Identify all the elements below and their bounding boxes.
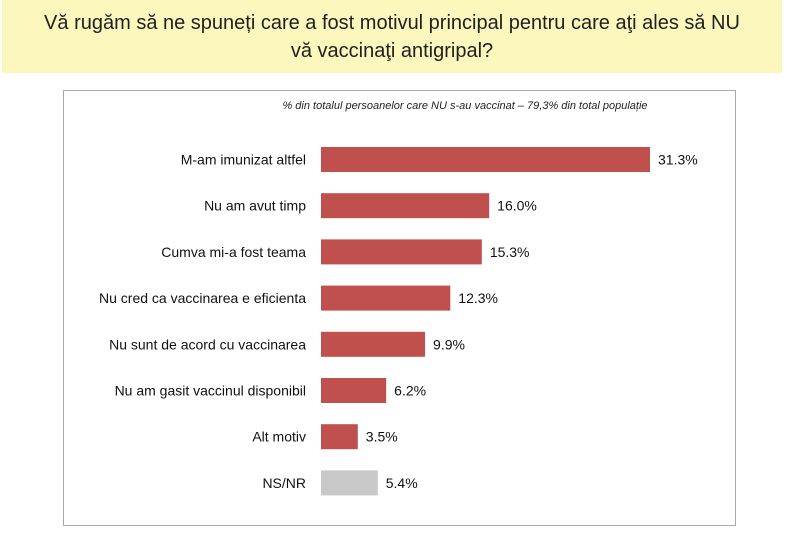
value-label-nu-sunt-de-acord-cu-vaccinarea: 9.9% xyxy=(433,336,465,352)
category-label-nu-cred-ca-vaccinarea-e-eficienta: Nu cred ca vaccinarea e eficienta xyxy=(99,290,306,306)
bar-nu-am-avut-timp xyxy=(321,193,490,219)
value-label-alt-motiv: 3.5% xyxy=(366,429,398,445)
bar-cumva-mi-a-fost-teama xyxy=(321,239,482,265)
chart-subtitle: % din totalul persoanelor care NU s-au v… xyxy=(282,100,648,112)
bar-nu-cred-ca-vaccinarea-e-eficienta xyxy=(321,285,451,311)
category-label-nu-am-avut-timp: Nu am avut timp xyxy=(204,198,306,214)
category-label-nu-sunt-de-acord-cu-vaccinarea: Nu sunt de acord cu vaccinarea xyxy=(109,336,306,352)
bar-alt-motiv xyxy=(321,424,358,450)
category-label-alt-motiv: Alt motiv xyxy=(252,429,306,445)
category-label-ns-nr: NS/NR xyxy=(262,475,306,491)
question-text: Vă rugăm să ne spuneți care a fost motiv… xyxy=(44,11,740,62)
category-label-nu-am-gasit-vaccinul-disponibil: Nu am gasit vaccinul disponibil xyxy=(115,383,306,399)
category-label-m-am-imunizat-altfel: M-am imunizat altfel xyxy=(181,152,306,168)
bar-m-am-imunizat-altfel xyxy=(321,147,650,172)
value-label-ns-nr: 5.4% xyxy=(386,475,418,491)
value-label-cumva-mi-a-fost-teama: 15.3% xyxy=(490,244,530,260)
question-banner: Vă rugăm să ne spuneți care a fost motiv… xyxy=(2,0,782,73)
bar-nu-am-gasit-vaccinul-disponibil xyxy=(321,378,387,403)
value-label-nu-cred-ca-vaccinarea-e-eficienta: 12.3% xyxy=(458,290,498,306)
category-label-cumva-mi-a-fost-teama: Cumva mi-a fost teama xyxy=(161,244,306,260)
value-label-nu-am-gasit-vaccinul-disponibil: 6.2% xyxy=(394,383,426,399)
value-label-m-am-imunizat-altfel: 31.3% xyxy=(658,152,698,168)
bar-ns-nr xyxy=(321,470,378,496)
bar-nu-sunt-de-acord-cu-vaccinarea xyxy=(321,331,426,357)
value-label-nu-am-avut-timp: 16.0% xyxy=(497,198,537,214)
